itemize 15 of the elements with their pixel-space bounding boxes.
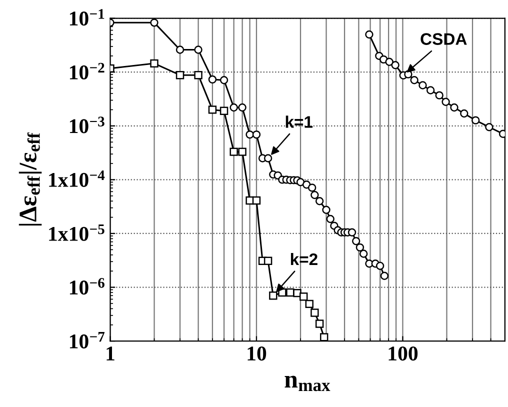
y-axis-title: |Δε$_{eff}$|/ε$_{eff}$	[18, 132, 42, 226]
y-tick-label: 10$^{−6}$	[70, 278, 104, 295]
x-axis-title: n$_{max}$	[284, 376, 330, 392]
y-tick-label: 10$^{−1}$	[70, 9, 104, 26]
y-tick-label: 10$^{−2}$	[70, 62, 104, 80]
y-tick-label: 10$^{−3}$	[70, 116, 104, 134]
annotation: k=1	[286, 116, 313, 128]
y-tick-label: 1x10$^{−5}$	[49, 224, 104, 241]
y-tick-label: 1x10$^{−4}$	[49, 170, 105, 187]
y-tick-label: 10$^{−7}$	[70, 332, 105, 348]
x-tick-label: 10	[248, 346, 266, 361]
annotation: k=2	[290, 252, 318, 266]
x-tick-label: 100	[388, 346, 418, 361]
annotation: CSDA	[420, 33, 467, 45]
x-tick-label: 1	[106, 346, 114, 360]
